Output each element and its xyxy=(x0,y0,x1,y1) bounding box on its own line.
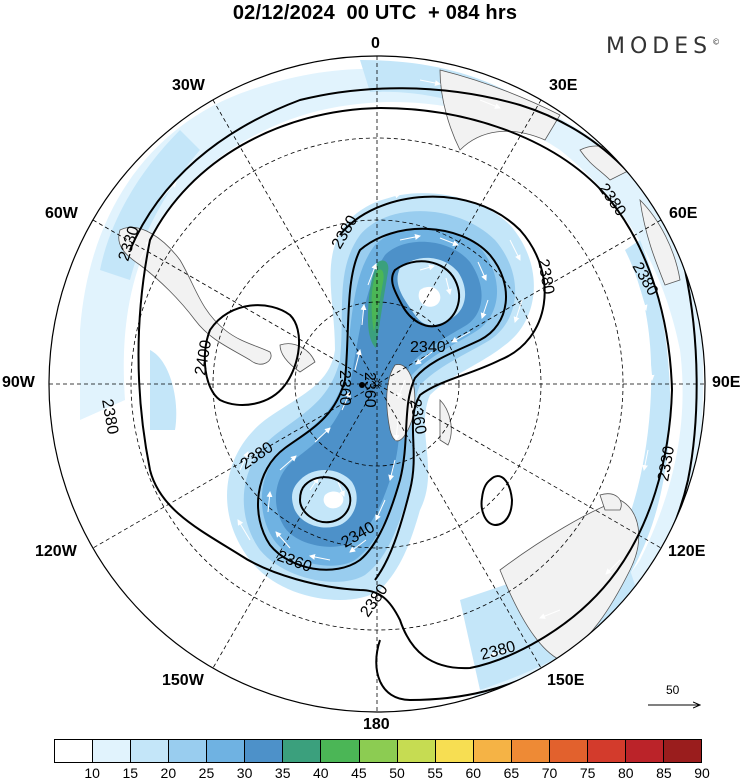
lon-label-60e: 60E xyxy=(669,205,698,222)
colorbar-swatch xyxy=(245,740,284,762)
map-title: 02/12/2024 00 UTC + 084 hrs xyxy=(232,2,518,24)
colorbar-swatch xyxy=(435,740,474,762)
colorbar-swatch xyxy=(587,740,626,762)
colorbar-swatch xyxy=(511,740,550,762)
lon-label-150w: 150W xyxy=(162,672,204,689)
colorbar-tick-label: 35 xyxy=(274,765,291,781)
colorbar-tick-label: 90 xyxy=(694,765,710,781)
colorbar-swatch xyxy=(131,740,170,762)
landmass-outlines xyxy=(118,69,681,661)
contour-label: 2380 xyxy=(98,398,121,436)
colorbar-tick-label: 15 xyxy=(122,765,139,781)
colorbar-swatch xyxy=(321,740,360,762)
contour-label: 2360 xyxy=(406,398,429,436)
colorbar-swatch xyxy=(93,740,132,762)
lon-label-30e: 30E xyxy=(549,77,578,94)
colorbar-swatch xyxy=(549,740,588,762)
colorbar-swatch xyxy=(664,740,702,762)
colorbar-tick-label: 55 xyxy=(427,765,443,781)
lon-label-90w: 90W xyxy=(2,374,35,391)
south-pole-marker xyxy=(359,382,365,388)
colorbar-tick-label: 45 xyxy=(351,765,367,781)
lon-label-60w: 60W xyxy=(45,205,78,222)
colorbar-tick-label: 85 xyxy=(656,765,672,781)
colorbar-swatch xyxy=(625,740,664,762)
lon-label-150e: 150E xyxy=(547,672,585,689)
height-contours xyxy=(129,87,698,702)
colorbar-swatch xyxy=(359,740,398,762)
colorbar-tick-label: 30 xyxy=(236,765,253,781)
contour-label: 2330 xyxy=(655,445,678,483)
contour-label: 2400 xyxy=(192,339,215,377)
colorbar-tick-label: 65 xyxy=(503,765,520,781)
lon-label-120w: 120W xyxy=(35,543,77,560)
colorbar-tick-label: 80 xyxy=(617,765,634,781)
colorbar-tick-label: 20 xyxy=(160,765,177,781)
reference-vector-label: 50 xyxy=(666,683,680,697)
colorbar-swatch xyxy=(397,740,436,762)
colorbar-tick-label: 40 xyxy=(313,765,329,781)
colorbar xyxy=(54,739,702,763)
lon-label-0: 0 xyxy=(371,35,380,52)
contour-label: 2340 xyxy=(410,339,446,356)
colorbar-swatch xyxy=(55,740,94,762)
colorbar-tick-label: 70 xyxy=(541,765,558,781)
brand-logo: MODES© xyxy=(606,34,721,59)
lon-label-180: 180 xyxy=(363,716,390,733)
colorbar-swatch xyxy=(473,740,512,762)
colorbar-tick-label: 75 xyxy=(579,765,596,781)
graticule xyxy=(49,56,705,712)
map-boundary xyxy=(48,55,706,713)
lon-label-120e: 120E xyxy=(668,543,706,560)
colorbar-swatch xyxy=(207,740,246,762)
lon-label-90e: 90E xyxy=(712,374,741,391)
colorbar-labels: 10 15 20 25 30 35 40 45 50 55 60 65 70 75 80 85 90 xyxy=(54,765,709,782)
contour-label: 2360 xyxy=(336,370,353,406)
colorbar-swatch xyxy=(169,740,208,762)
contour-label: 2360 xyxy=(361,372,378,408)
lon-label-30w: 30W xyxy=(172,77,205,94)
colorbar-tick-label: 60 xyxy=(465,765,482,781)
contour-label: 2380 xyxy=(534,258,557,296)
colorbar-swatch xyxy=(283,740,322,762)
colorbar-tick-label: 50 xyxy=(389,765,405,781)
colorbar-tick-label: 25 xyxy=(198,765,215,781)
colorbar-tick-label: 10 xyxy=(84,765,100,781)
